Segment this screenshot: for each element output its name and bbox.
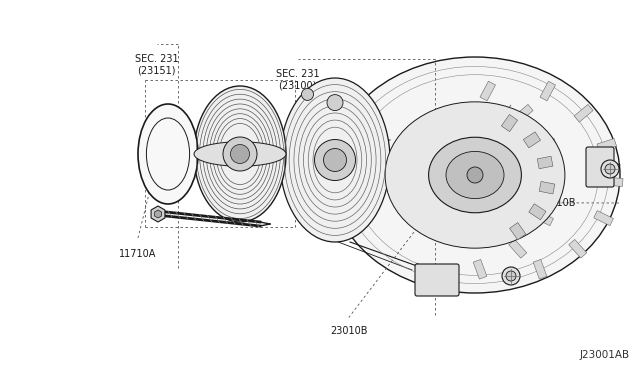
Bar bbox=[509, 222, 526, 240]
Bar bbox=[540, 81, 556, 101]
Bar bbox=[574, 105, 593, 122]
Text: J23001AB: J23001AB bbox=[580, 350, 630, 360]
Circle shape bbox=[314, 140, 355, 180]
Bar bbox=[514, 105, 533, 122]
Bar bbox=[534, 211, 554, 226]
Bar bbox=[597, 138, 616, 152]
FancyBboxPatch shape bbox=[586, 147, 614, 187]
Circle shape bbox=[467, 167, 483, 183]
Bar bbox=[501, 115, 518, 132]
Text: SEC. 231
(23100): SEC. 231 (23100) bbox=[276, 69, 319, 90]
Text: 23010B: 23010B bbox=[330, 326, 367, 336]
Bar bbox=[537, 138, 557, 152]
Ellipse shape bbox=[194, 142, 286, 166]
Ellipse shape bbox=[330, 57, 620, 293]
Bar bbox=[524, 132, 541, 148]
Text: SEC. 231
(23151): SEC. 231 (23151) bbox=[135, 54, 179, 76]
Ellipse shape bbox=[429, 137, 522, 213]
Bar bbox=[605, 177, 623, 186]
Bar bbox=[480, 81, 495, 101]
Bar bbox=[545, 177, 563, 186]
Circle shape bbox=[301, 89, 314, 100]
Circle shape bbox=[230, 144, 250, 164]
Bar bbox=[529, 204, 546, 220]
Bar bbox=[569, 240, 587, 258]
Bar bbox=[533, 259, 547, 279]
Circle shape bbox=[601, 160, 619, 178]
Circle shape bbox=[327, 94, 343, 110]
Text: 23010B: 23010B bbox=[538, 198, 576, 208]
Ellipse shape bbox=[385, 102, 565, 248]
Bar bbox=[539, 182, 555, 194]
FancyBboxPatch shape bbox=[415, 264, 459, 296]
Bar bbox=[509, 240, 527, 258]
Bar bbox=[537, 156, 553, 169]
Circle shape bbox=[323, 148, 346, 171]
Ellipse shape bbox=[147, 118, 189, 190]
Circle shape bbox=[506, 271, 516, 281]
Bar bbox=[594, 211, 613, 226]
Circle shape bbox=[502, 267, 520, 285]
Circle shape bbox=[223, 137, 257, 171]
Ellipse shape bbox=[280, 78, 390, 242]
Ellipse shape bbox=[446, 151, 504, 199]
Bar bbox=[473, 259, 487, 279]
Text: 11710A: 11710A bbox=[119, 249, 156, 259]
Ellipse shape bbox=[194, 86, 286, 222]
Circle shape bbox=[605, 164, 615, 174]
Ellipse shape bbox=[138, 104, 198, 204]
